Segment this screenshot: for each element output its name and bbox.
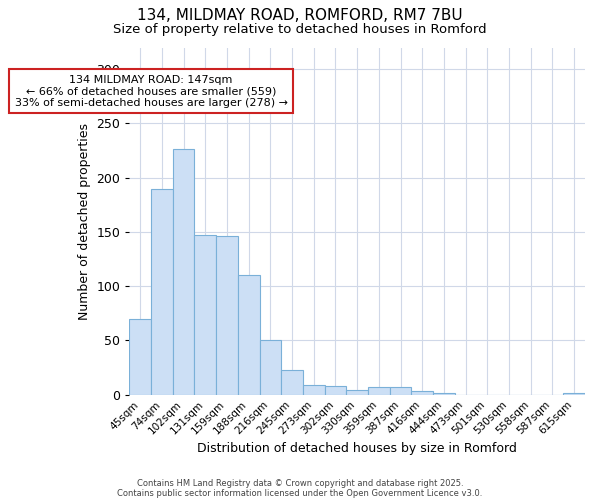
Text: 134, MILDMAY ROAD, ROMFORD, RM7 7BU: 134, MILDMAY ROAD, ROMFORD, RM7 7BU <box>137 8 463 22</box>
Text: Contains public sector information licensed under the Open Government Licence v3: Contains public sector information licen… <box>118 488 482 498</box>
Bar <box>281 370 303 394</box>
Text: Contains HM Land Registry data © Crown copyright and database right 2025.: Contains HM Land Registry data © Crown c… <box>137 478 463 488</box>
Bar <box>238 276 260 394</box>
Y-axis label: Number of detached properties: Number of detached properties <box>78 122 91 320</box>
Bar <box>412 392 433 394</box>
Bar <box>151 188 173 394</box>
Bar <box>303 385 325 394</box>
Bar <box>325 386 346 394</box>
Bar <box>216 236 238 394</box>
Bar <box>130 319 151 394</box>
Bar <box>173 150 194 394</box>
Bar <box>194 235 216 394</box>
Bar <box>563 392 585 394</box>
Bar <box>346 390 368 394</box>
Text: Size of property relative to detached houses in Romford: Size of property relative to detached ho… <box>113 22 487 36</box>
Bar <box>260 340 281 394</box>
Bar <box>390 387 412 394</box>
Text: 134 MILDMAY ROAD: 147sqm
← 66% of detached houses are smaller (559)
33% of semi-: 134 MILDMAY ROAD: 147sqm ← 66% of detach… <box>14 74 287 108</box>
Bar <box>433 392 455 394</box>
X-axis label: Distribution of detached houses by size in Romford: Distribution of detached houses by size … <box>197 442 517 455</box>
Bar <box>368 387 390 394</box>
